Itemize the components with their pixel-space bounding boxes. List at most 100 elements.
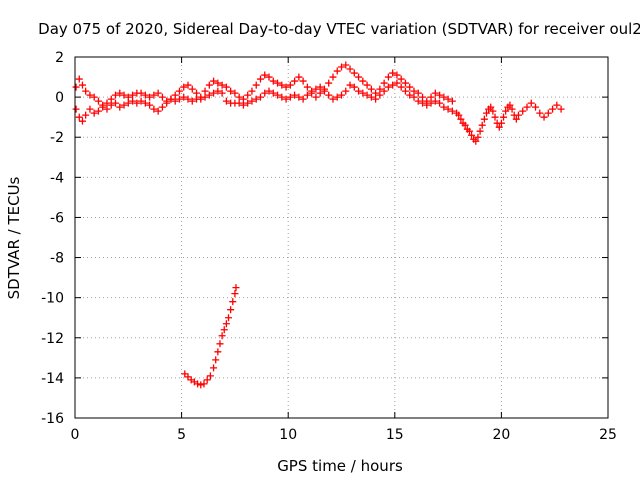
data-point — [205, 91, 213, 99]
data-point — [465, 127, 473, 135]
data-point — [389, 81, 397, 89]
data-point — [444, 95, 452, 103]
data-point — [355, 87, 363, 95]
data-point — [201, 87, 209, 95]
data-point — [291, 77, 299, 85]
data-point — [72, 83, 80, 91]
data-point — [372, 89, 380, 97]
data-point — [312, 93, 320, 101]
data-point — [406, 83, 414, 91]
data-point — [181, 370, 189, 378]
data-point — [75, 113, 83, 121]
data-point — [141, 99, 149, 107]
data-point — [380, 87, 388, 95]
data-point — [491, 113, 499, 121]
data-point — [414, 89, 422, 97]
data-point — [338, 63, 345, 71]
data-point — [141, 91, 149, 99]
data-point — [544, 109, 552, 117]
data-point — [184, 95, 192, 103]
data-point — [480, 115, 488, 123]
data-point — [553, 101, 561, 109]
data-point — [146, 101, 154, 109]
y-tick-label: 0 — [55, 90, 64, 106]
data-point — [278, 81, 286, 89]
data-point — [252, 95, 260, 103]
data-point — [129, 97, 137, 105]
data-point — [455, 111, 463, 119]
y-tick-label: -6 — [50, 210, 64, 226]
data-point — [312, 85, 320, 93]
data-point — [227, 87, 235, 95]
data-point — [103, 105, 111, 113]
data-point — [220, 326, 228, 334]
data-point — [112, 99, 120, 107]
x-axis-title: GPS time / hours — [277, 457, 403, 475]
data-point — [329, 73, 337, 81]
data-point — [286, 93, 294, 101]
data-point — [239, 101, 247, 109]
data-point — [175, 87, 183, 95]
data-point — [269, 77, 277, 85]
data-point — [346, 81, 354, 89]
data-point — [338, 91, 345, 99]
data-point — [282, 83, 290, 91]
data-point — [329, 95, 337, 103]
y-tick-label: 2 — [55, 50, 64, 66]
data-point — [431, 97, 439, 105]
y-axis-title: SDTVAR / TECUs — [5, 176, 23, 299]
data-point — [158, 103, 166, 111]
data-point — [342, 87, 350, 95]
chart-title: Day 075 of 2020, Sidereal Day-to-day VTE… — [38, 20, 640, 38]
series-main-band-upper — [72, 61, 456, 109]
y-tick-label: -4 — [50, 170, 64, 186]
data-point — [448, 97, 456, 105]
data-point — [557, 105, 565, 113]
data-point — [512, 115, 520, 123]
data-point — [94, 97, 102, 105]
data-point — [72, 105, 80, 113]
data-point — [225, 314, 233, 322]
data-point — [536, 109, 544, 117]
data-point — [158, 93, 166, 101]
data-point — [299, 77, 307, 85]
data-point — [286, 81, 294, 89]
data-point — [316, 83, 324, 91]
data-point — [406, 91, 414, 99]
data-point — [502, 107, 510, 115]
y-tick-label: -14 — [41, 371, 64, 387]
data-point — [193, 89, 201, 97]
data-point — [201, 93, 209, 101]
data-point — [210, 77, 218, 85]
data-point — [303, 83, 311, 91]
data-point — [116, 103, 124, 111]
data-point — [472, 137, 480, 145]
data-point — [124, 99, 132, 107]
data-point — [212, 356, 220, 364]
data-point — [229, 298, 237, 306]
data-point — [523, 103, 531, 111]
data-point — [476, 127, 484, 135]
data-point — [384, 83, 392, 91]
x-tick-label: 20 — [492, 427, 510, 443]
data-point — [239, 95, 247, 103]
data-point — [261, 89, 269, 97]
data-point — [401, 87, 409, 95]
data-point — [218, 89, 226, 97]
data-point — [355, 73, 363, 81]
data-point — [112, 91, 120, 99]
data-point — [410, 93, 418, 101]
x-tick-label: 5 — [177, 427, 186, 443]
data-point — [154, 89, 162, 97]
data-point — [188, 85, 196, 93]
data-point — [175, 95, 183, 103]
data-point — [474, 133, 482, 141]
data-point — [235, 99, 243, 107]
data-point — [440, 93, 448, 101]
data-point — [171, 91, 179, 99]
data-point — [320, 87, 328, 95]
data-point — [200, 380, 208, 388]
data-point — [167, 95, 175, 103]
data-point — [282, 95, 290, 103]
